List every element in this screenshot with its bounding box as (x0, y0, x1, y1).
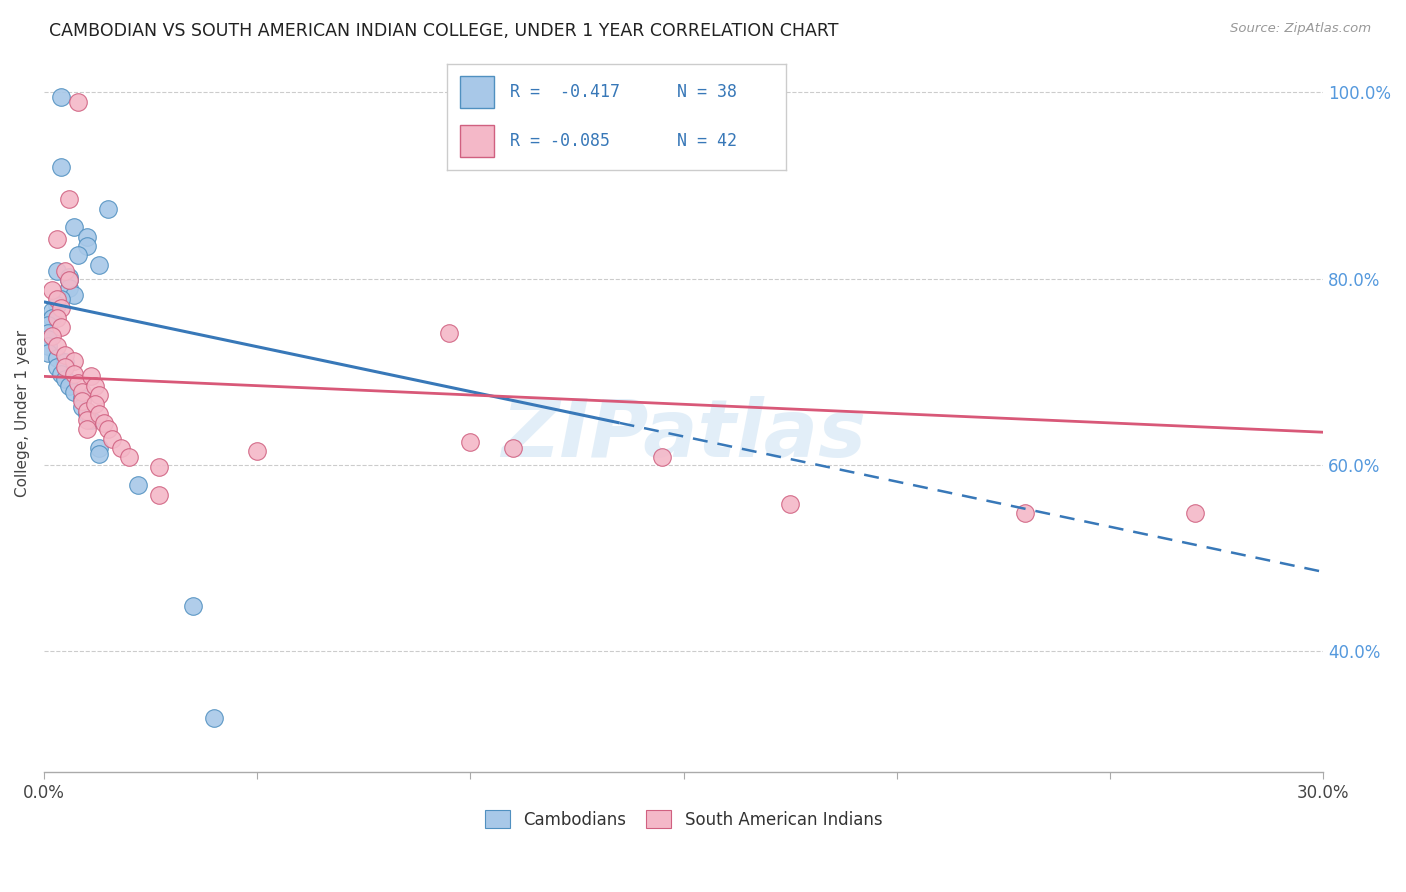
Point (49, 90, 72, 104)
Point (37, 332, 59, 346)
Point (72, 385, 94, 400)
Point (58, 273, 80, 287)
Point (62, 385, 84, 400)
Point (45, 351, 67, 365)
Point (76, 407, 98, 421)
Point (76, 229, 98, 244)
Point (84, 397, 107, 411)
Point (181, 599, 204, 614)
Point (45, 232, 67, 246)
Point (45, 338, 67, 352)
Point (62, 353, 84, 368)
Point (45, 310, 67, 325)
Text: Source: ZipAtlas.com: Source: ZipAtlas.com (1230, 22, 1371, 36)
Point (49, 160, 72, 174)
Y-axis label: College, Under 1 year: College, Under 1 year (15, 330, 30, 497)
Point (53, 372, 76, 386)
Point (118, 450, 141, 465)
Point (49, 292, 72, 306)
Point (62, 367, 84, 381)
Point (651, 450, 673, 465)
Point (97, 202, 120, 216)
Text: ZIPatlas: ZIPatlas (501, 396, 866, 475)
Point (37, 346, 59, 360)
Point (80, 369, 103, 384)
Point (45, 359, 67, 374)
Point (437, 326, 460, 340)
Point (93, 416, 115, 430)
Point (53, 355, 76, 369)
Point (76, 239, 98, 253)
Point (76, 404, 98, 418)
Point (89, 441, 111, 455)
Point (76, 413, 98, 427)
Point (58, 281, 80, 295)
Point (58, 193, 80, 207)
Point (49, 301, 72, 316)
Point (76, 422, 98, 436)
Point (1184, 506, 1206, 520)
Point (502, 441, 524, 455)
Point (84, 378, 107, 392)
Point (58, 269, 80, 284)
Point (62, 220, 84, 235)
Point (58, 378, 80, 392)
Point (458, 434, 481, 449)
Point (45, 298, 67, 312)
Point (246, 443, 269, 458)
Legend: Cambodians, South American Indians: Cambodians, South American Indians (478, 804, 889, 836)
Point (66, 248, 89, 262)
Point (72, 394, 94, 409)
Point (41, 304, 63, 318)
Point (127, 478, 149, 492)
Point (89, 258, 111, 272)
Point (62, 288, 84, 302)
Point (49, 320, 72, 334)
Point (89, 407, 111, 421)
Point (41, 310, 63, 325)
Point (89, 447, 111, 461)
Point (53, 348, 76, 362)
Point (89, 388, 111, 402)
Point (41, 283, 63, 297)
Point (66, 95, 89, 109)
Point (49, 367, 72, 381)
Point (37, 318, 59, 333)
Point (80, 413, 103, 427)
Point (37, 338, 59, 352)
Point (53, 264, 76, 278)
Point (41, 329, 63, 343)
Point (53, 359, 76, 374)
Point (148, 487, 170, 501)
Point (72, 391, 94, 405)
Text: CAMBODIAN VS SOUTH AMERICAN INDIAN COLLEGE, UNDER 1 YEAR CORRELATION CHART: CAMBODIAN VS SOUTH AMERICAN INDIAN COLLE… (49, 22, 839, 40)
Point (45, 264, 67, 278)
Point (204, 711, 226, 725)
Point (37, 326, 59, 340)
Point (779, 497, 801, 511)
Point (66, 376, 89, 390)
Point (148, 459, 170, 474)
Point (45, 292, 67, 306)
Point (72, 400, 94, 414)
Point (97, 422, 120, 436)
Point (101, 432, 124, 446)
Point (58, 273, 80, 287)
Point (110, 441, 132, 455)
Point (1014, 506, 1036, 520)
